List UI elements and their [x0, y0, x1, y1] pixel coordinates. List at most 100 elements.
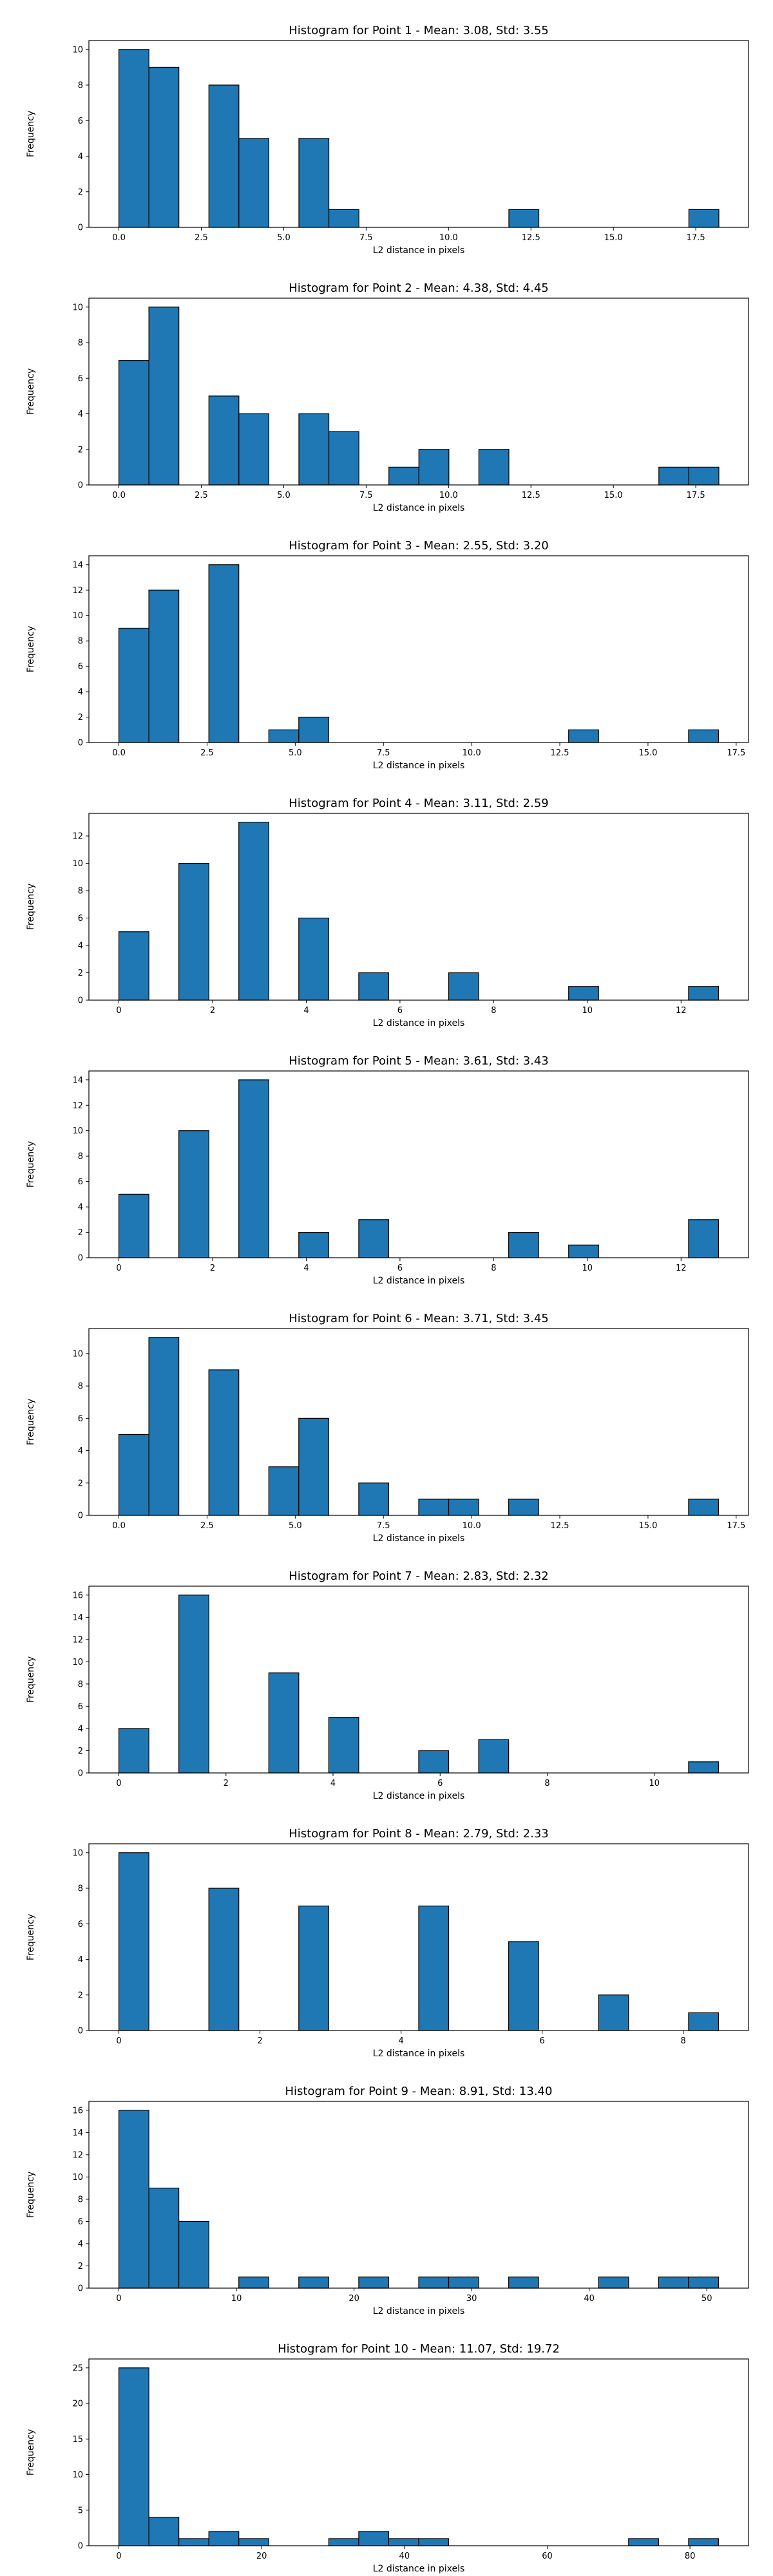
y-axis-label: Frequency [26, 1141, 36, 1188]
y-tick-label: 8 [78, 1382, 83, 1392]
y-tick-label: 4 [78, 688, 83, 697]
y-tick-label: 10 [72, 611, 83, 621]
y-tick-label: 12 [72, 586, 83, 596]
histogram-bar [628, 2538, 659, 2546]
x-tick-label: 0 [116, 2294, 121, 2304]
y-tick-label: 0 [78, 739, 83, 748]
histogram-bar [208, 564, 240, 743]
x-tick-label: 40 [399, 2552, 410, 2561]
x-tick-label: 8 [491, 1264, 496, 1273]
y-axis-label: Frequency [26, 1656, 36, 1703]
chart-panel: Histogram for Point 4 - Mean: 3.11, Std:… [26, 797, 749, 1028]
y-tick-label: 10 [72, 1848, 83, 1858]
y-tick-label: 2 [78, 1228, 83, 1238]
histogram-bar [658, 466, 689, 486]
histogram-bar [508, 1941, 539, 2031]
x-axis-label: L2 distance in pixels [373, 245, 465, 256]
chart-panel: Histogram for Point 8 - Mean: 2.79, Std:… [26, 1827, 749, 2059]
y-tick-label: 4 [78, 942, 83, 951]
histogram-bar [118, 1728, 149, 1774]
histogram-bar [358, 2277, 390, 2289]
histogram-bar [688, 1761, 720, 1774]
x-tick-label: 6 [540, 2036, 545, 2046]
chart-panel: Histogram for Point 9 - Mean: 8.91, Std:… [26, 2085, 749, 2316]
y-tick-label: 8 [78, 81, 83, 91]
y-tick-label: 0 [78, 1254, 83, 1264]
chart-panel: Histogram for Point 1 - Mean: 3.08, Std:… [26, 24, 749, 256]
y-tick-label: 0 [78, 2284, 83, 2294]
y-tick-label: 8 [78, 1884, 83, 1894]
histogram-bar [598, 2277, 629, 2289]
histogram-bar [568, 1244, 599, 1258]
x-tick-label: 0.0 [112, 233, 126, 243]
histogram-bar [208, 1888, 240, 2031]
y-tick-label: 16 [72, 1591, 83, 1600]
x-tick-label: 10.0 [463, 1521, 481, 1531]
y-tick-label: 12 [72, 2150, 83, 2160]
chart-panel: Histogram for Point 6 - Mean: 3.71, Std:… [26, 1312, 749, 1544]
y-tick-label: 16 [72, 2106, 83, 2116]
chart-title: Histogram for Point 2 - Mean: 4.38, Std:… [289, 281, 549, 295]
x-tick-label: 30 [466, 2294, 477, 2304]
y-tick-label: 4 [78, 1724, 83, 1734]
y-tick-label: 6 [78, 1702, 83, 1712]
y-tick-label: 0 [78, 996, 83, 1006]
histogram-bar [418, 449, 450, 486]
chart-title: Histogram for Point 6 - Mean: 3.71, Std:… [289, 1312, 549, 1325]
x-tick-label: 0 [116, 1006, 121, 1016]
x-axis-label: L2 distance in pixels [373, 1533, 465, 1544]
x-tick-label: 17.5 [727, 748, 745, 758]
histogram-bar [508, 209, 540, 228]
x-tick-label: 20 [348, 2294, 359, 2304]
histogram-bar [598, 1994, 629, 2031]
y-tick-label: 2 [78, 713, 83, 723]
histogram-bar [178, 2221, 209, 2289]
histogram-bar [688, 466, 720, 486]
histogram-bar [328, 1717, 359, 1774]
chart-title: Histogram for Point 10 - Mean: 11.07, St… [278, 2342, 560, 2356]
x-tick-label: 7.5 [377, 1521, 390, 1531]
histogram-bar [298, 716, 329, 743]
chart-title: Histogram for Point 9 - Mean: 8.91, Std:… [285, 2085, 553, 2098]
histogram-bar [148, 2188, 180, 2289]
histogram-bar [208, 84, 240, 228]
x-tick-label: 10.0 [439, 491, 458, 500]
y-tick-label: 8 [78, 1152, 83, 1162]
y-tick-label: 25 [72, 2363, 83, 2373]
histogram-bar [298, 413, 330, 486]
x-tick-label: 5.0 [277, 491, 291, 500]
x-tick-label: 10.0 [463, 748, 481, 758]
histogram-bar [208, 1369, 240, 1516]
histogram-bar [418, 1499, 450, 1516]
x-tick-label: 8 [681, 2036, 686, 2046]
histogram-bar [118, 931, 149, 1001]
histogram-bar [178, 1130, 209, 1258]
x-tick-label: 2 [210, 1006, 215, 1016]
x-tick-label: 15.0 [604, 233, 623, 243]
x-tick-label: 0.0 [112, 1521, 126, 1531]
y-tick-label: 8 [78, 887, 83, 896]
x-tick-label: 4 [303, 1006, 309, 1016]
histogram-bar [148, 589, 180, 743]
histogram-bar [298, 1906, 329, 2031]
histogram-bar [688, 986, 720, 1001]
histogram-bar [388, 466, 419, 486]
histogram-bar [238, 1079, 269, 1258]
histogram-bar [298, 917, 329, 1001]
x-tick-label: 0 [116, 1779, 121, 1788]
histogram-bar [328, 209, 359, 228]
y-tick-label: 2 [78, 445, 83, 455]
y-tick-label: 4 [78, 1203, 83, 1213]
histogram-bar [148, 2517, 180, 2546]
histogram-bar [568, 729, 599, 743]
histogram-bar [118, 1434, 149, 1516]
y-tick-label: 8 [78, 2195, 83, 2204]
axes-frame [88, 813, 749, 1001]
histogram-bar [688, 2277, 720, 2289]
y-axis-label: Frequency [26, 1399, 36, 1445]
x-tick-label: 2.5 [195, 233, 208, 243]
x-tick-label: 15.0 [604, 491, 623, 500]
x-tick-label: 12.5 [522, 233, 540, 243]
x-tick-label: 12.5 [522, 491, 540, 500]
